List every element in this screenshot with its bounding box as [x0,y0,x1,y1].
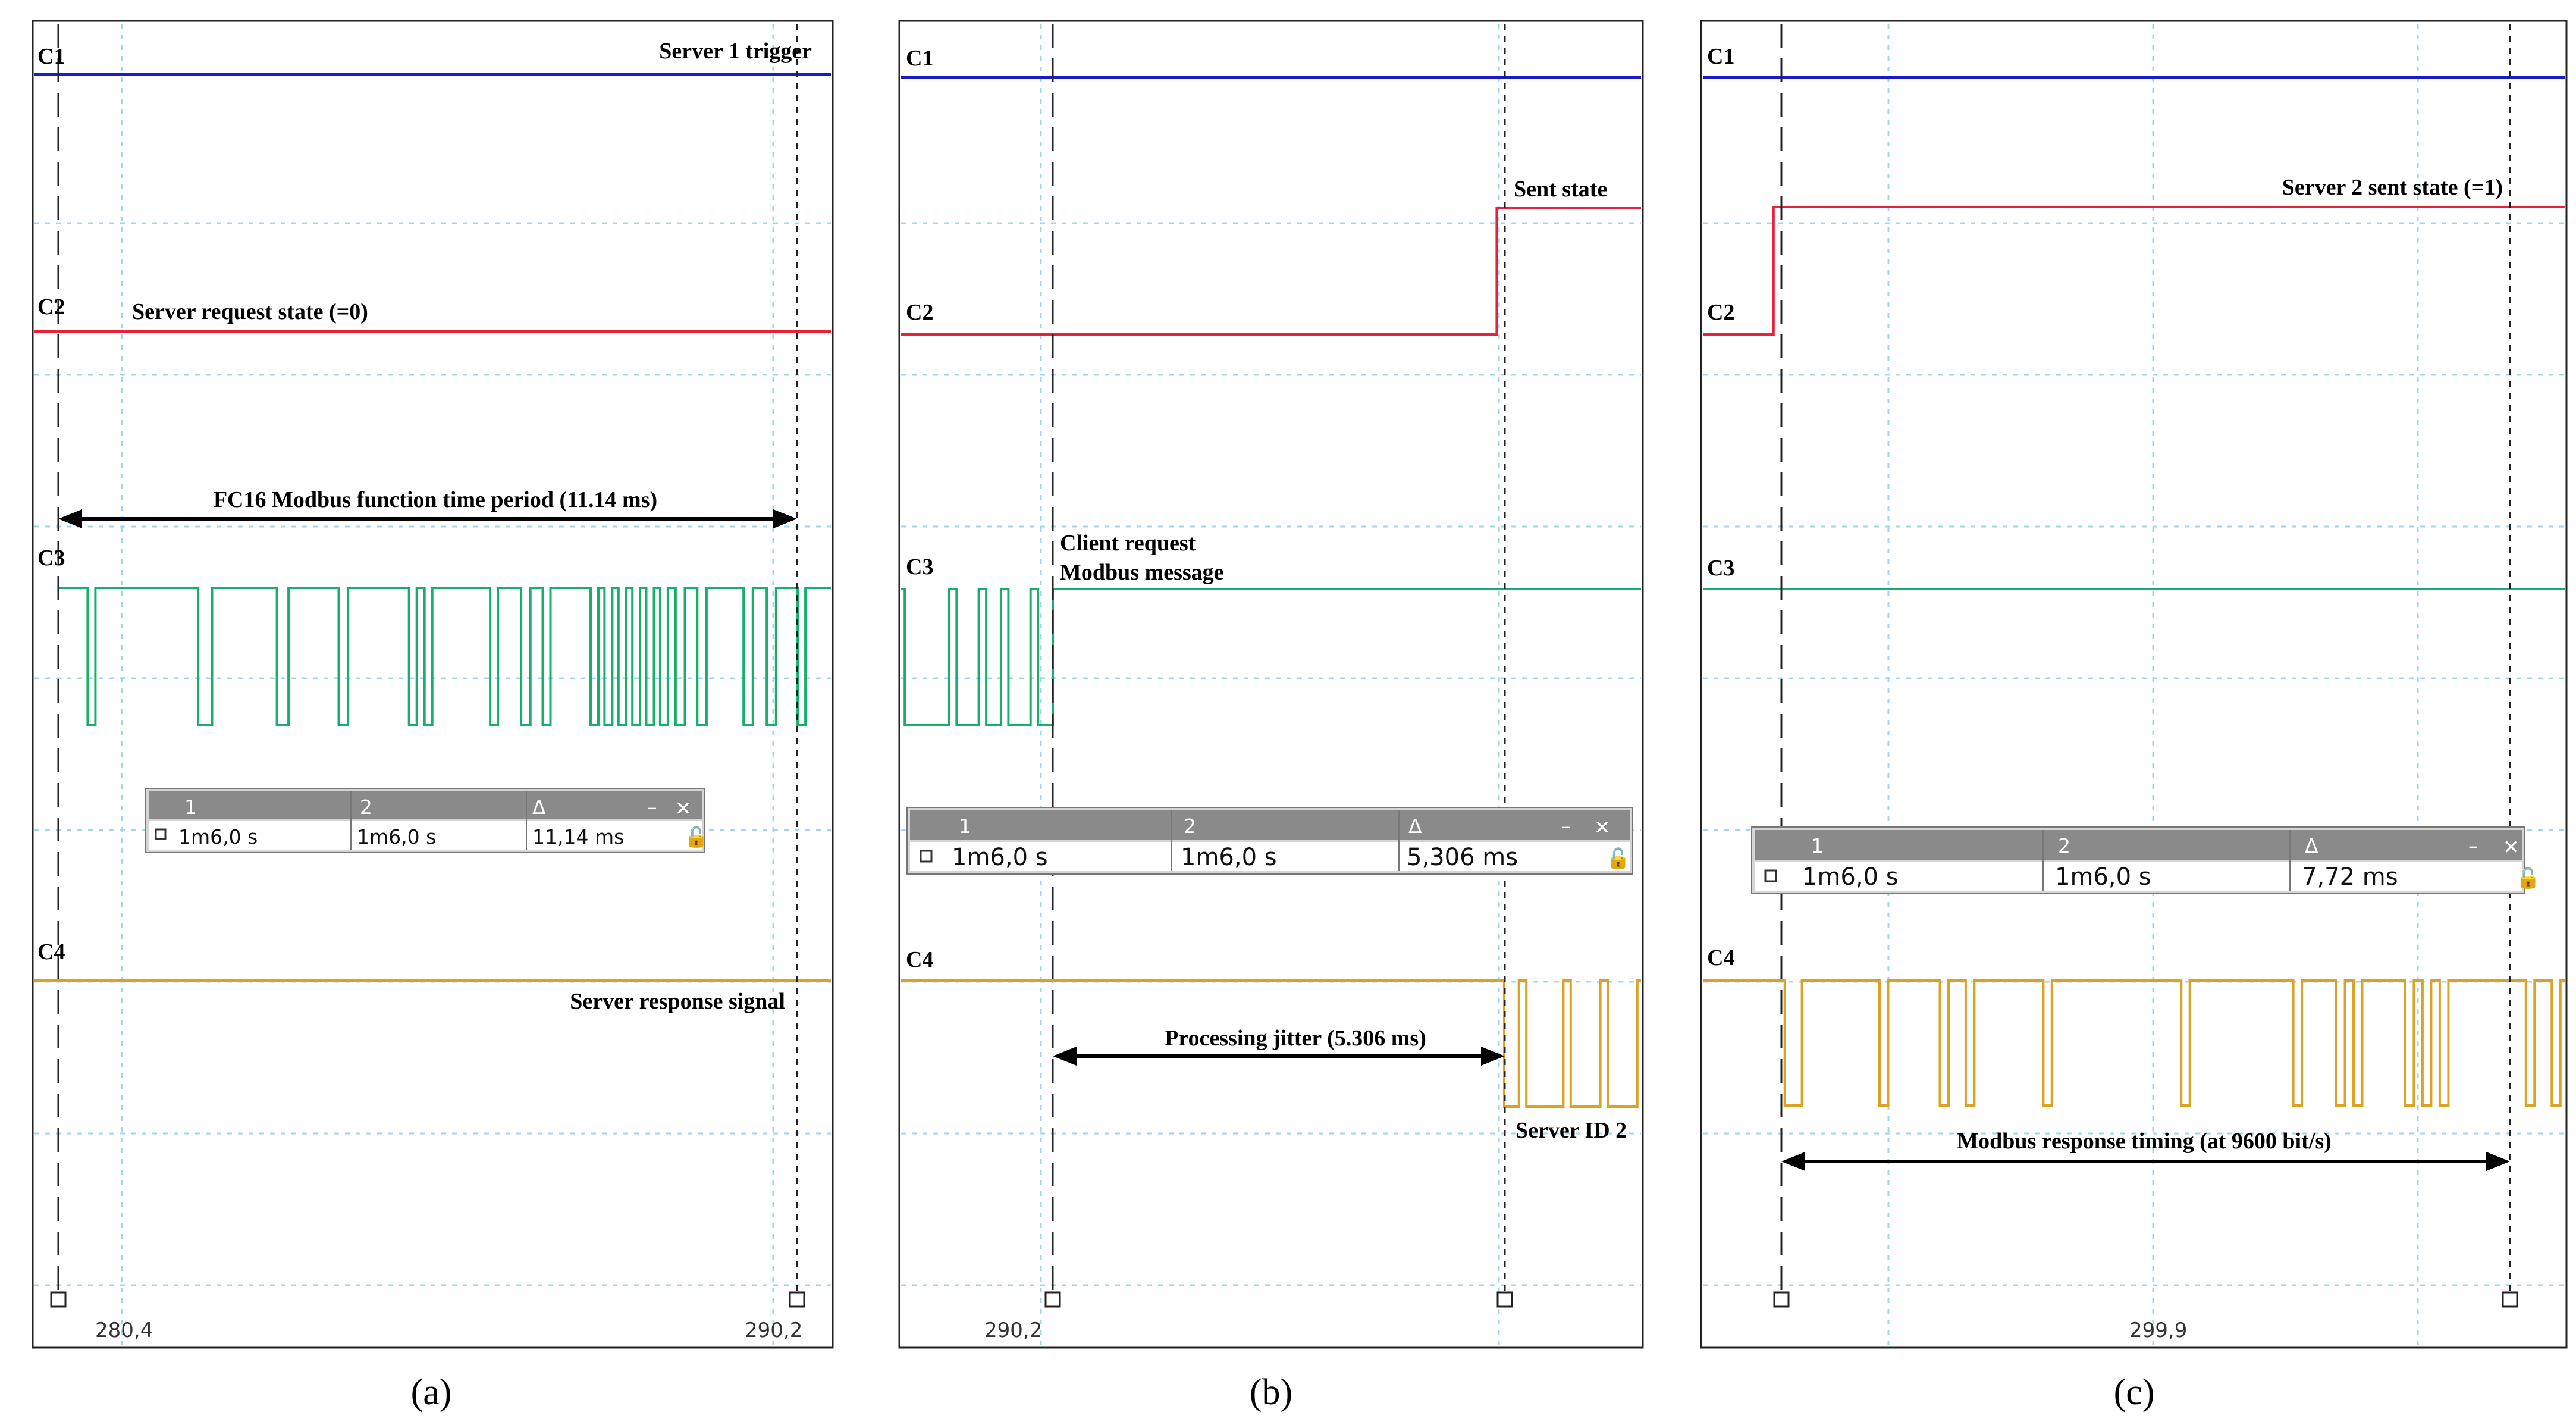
panel-a-measure-header-2: 2 [360,796,372,819]
panel-b-channel-label-c2: C2 [906,300,933,325]
panel-c-measure-header-2: 2 [2058,834,2070,857]
panel-c-trace-c4 [1703,979,2565,1107]
panel-c-measure-value-2: 1m6,0 s [2055,863,2151,891]
panel-c-measure-box[interactable]: 1 2 Δ – ✕ 1m6,0 s 1m6,0 s 7,72 ms 🔓 [1751,826,2540,894]
panel-b-trace-c3 [901,588,1641,726]
panel-a-measure-value-1: 1m6,0 s [178,825,258,848]
panel-b-measure-header-1: 1 [959,815,971,838]
panel-a-x-tick-2: 290,2 [745,1318,802,1342]
panel-tag-c-text: (c) [2114,1372,2155,1413]
panel-c-channel-label-c1: C1 [1707,44,1734,69]
panel-b-measure-value-2: 1m6,0 s [1181,844,1277,871]
panel-c-annotation-response-timing: Modbus response timing (at 9600 bit/s) [1957,1129,2332,1154]
panel-b-cursor-1-handle [1044,1291,1061,1308]
panel-a-channel-label-c4: C4 [37,939,65,964]
panel-b-minimize-icon[interactable]: – [1561,815,1571,838]
trace-layer [34,73,2565,1108]
panel-b-measure-header-delta: Δ [1408,815,1422,838]
panel-c-cursor-1-handle [1773,1291,1790,1308]
panel-a-measure-header-delta: Δ [532,796,546,819]
panel-a-measure-value-2: 1m6,0 s [357,825,436,848]
panel-b-lock-icon[interactable]: 🔓 [1606,847,1630,870]
panel-c-timing-arrow-head-right [2486,1152,2510,1171]
panel-tag-b: (b) [1250,1372,1292,1413]
panel-c-measure-value-1: 1m6,0 s [1802,863,1899,891]
panel-a-channel-label-c2: C2 [37,295,65,320]
panel-a-minimize-icon[interactable]: – [647,796,657,819]
panel-a-period-arrow-head-left [58,509,82,528]
panel-b-annotation-processing-jitter: Processing jitter (5.306 ms) [1165,1026,1426,1051]
panel-c-timing-arrow-head-left [1781,1152,1805,1171]
panel-b-annotation-server-id: Server ID 2 [1516,1118,1627,1143]
panel-a-measure-header-1: 1 [184,796,197,819]
panel-a-measure-box[interactable]: 1 2 Δ – ✕ 1m6,0 s 1m6,0 s 11,14 ms 🔓 [145,788,708,853]
panel-a-cursor1-icon [155,828,167,840]
panel-b-jitter-arrow-head-left [1053,1047,1077,1066]
panel-a-cursor-1-handle [50,1291,67,1308]
panel-a-annotation-server1-trigger: Server 1 trigger [659,39,812,64]
panel-a-period-arrow-head-right [773,509,797,528]
panel-a-cursor-2-handle [789,1291,805,1308]
panel-a-annotation-request-state: Server request state (=0) [132,299,368,324]
panel-c-lock-icon[interactable]: 🔓 [2516,866,2540,890]
panel-b-x-tick-1: 290,2 [984,1318,1042,1342]
panel-c-trace-c2 [1703,206,2565,336]
panel-c-cursor-2-handle [2502,1291,2518,1308]
cursor-layer [50,24,2518,1308]
panel-b-cursor1-icon [920,850,933,863]
panel-c-minimize-icon[interactable]: – [2468,834,2478,857]
panel-b-measure-box[interactable]: 1 2 Δ – ✕ 1m6,0 s 1m6,0 s 5,306 ms 🔓 [906,807,1633,875]
panel-b-measure-delta: 5,306 ms [1407,844,1518,871]
panel-tag-a-text: (a) [411,1372,452,1413]
panel-tag-c: (c) [2114,1372,2155,1413]
panel-a-annotation-response-signal: Server response signal [570,989,785,1014]
panel-b-trace-c4 [901,979,1641,1108]
panel-a-lock-icon[interactable]: 🔓 [684,825,708,848]
panel-b-cursor-2-handle [1496,1291,1513,1308]
panel-a-channel-label-c1: C1 [37,44,65,69]
panel-a-close-icon[interactable]: ✕ [675,797,692,820]
panel-b-jitter-arrow-head-right [1481,1047,1505,1066]
panel-b-frame [898,20,1644,1349]
panel-c-frame [1700,20,2568,1349]
panel-c-annotation-server2-sent-state: Server 2 sent state (=1) [2282,175,2503,200]
panel-b-channel-label-c3: C3 [906,555,933,580]
panel-b-annotation-client-request: Client request [1060,531,1196,556]
panel-b-measure-header-2: 2 [1184,815,1196,838]
panel-tag-b-text: (b) [1250,1372,1292,1413]
panel-c-channel-label-c4: C4 [1707,945,1734,970]
panel-b-trace-c2 [901,207,1641,336]
panel-c-x-tick-1: 299,9 [2129,1318,2187,1342]
panel-c-close-icon[interactable]: ✕ [2503,835,2519,859]
panel-b-measure-value-1: 1m6,0 s [952,844,1048,871]
panel-b-channel-label-c1: C1 [906,46,933,71]
panel-c-measure-header-delta: Δ [2305,834,2318,857]
panel-c-channel-label-c3: C3 [1707,556,1734,581]
panel-b-channel-label-c4: C4 [906,947,933,972]
panel-tag-a: (a) [411,1372,452,1413]
panel-c-channel-label-c2: C2 [1707,300,1734,325]
panel-c-measure-header-1: 1 [1811,834,1824,857]
panel-a-trace-c3 [58,587,831,726]
panel-c-measure-delta: 7,72 ms [2302,863,2398,891]
panel-c-cursor1-icon [1764,869,1777,882]
panel-a-measure-delta: 11,14 ms [532,825,624,848]
panel-a-annotation-fc16-period: FC16 Modbus function time period (11.14 … [214,487,657,512]
panel-a-x-tick-1: 280,4 [95,1318,153,1342]
panel-a-channel-label-c3: C3 [37,546,65,571]
panel-b-annotation-sent-state: Sent state [1514,177,1607,202]
panel-b-close-icon[interactable]: ✕ [1594,816,1611,839]
panel-b-annotation-modbus-message: Modbus message [1060,560,1224,585]
